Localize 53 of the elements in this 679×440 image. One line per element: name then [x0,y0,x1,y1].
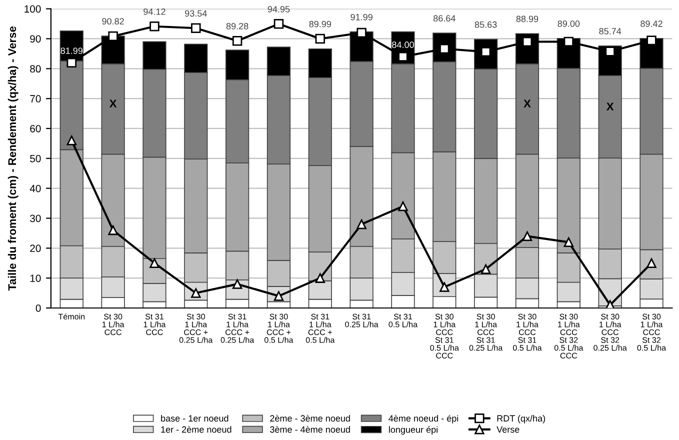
y-tick-label: 60 [30,124,41,132]
data-label: 89.42 [640,20,662,27]
y-tick-label: 30 [30,214,41,222]
legend-label: base - 1er noeud [161,414,228,422]
y-tick-label: 80 [30,65,41,73]
data-label: 94.95 [268,6,290,12]
data-label: 90.82 [102,18,124,25]
y-tick-label: 20 [30,244,41,252]
legend-label: 3ème - 4ème noeud [270,426,350,433]
data-label: 89.00 [558,20,580,27]
y-tick-label: 70 [30,95,41,102]
x-tick-label: St 30 1 L/ha CCC St 32 0.5 L/ha CCC [554,314,584,358]
x-tick-label: Témoin [58,313,85,320]
x-tick-label: St 31 1 L/ha CCC + 0.25 L/ha [220,314,254,343]
legend-label: longueur épi [389,426,438,435]
y-axis-title: Taille du froment (cm) - Rendement (qx/ha) - Verse [8,26,18,291]
y-tick-label: 100 [24,5,41,13]
x-tick-label: St 31 0.25 L/ha [345,314,378,328]
legend-label: 2ème - 3ème noeud [270,414,350,422]
annotation: X [524,100,531,108]
data-label: 89.99 [309,20,332,28]
data-label: 93.54 [185,10,207,17]
x-tick-label: St 31 0.5 L/ha [388,314,418,328]
x-tick-label: St 30 1 L/ha CCC + 0.5 L/ha [264,314,294,343]
data-label: 81.99 [60,48,83,54]
y-tick-label: 90 [30,35,41,43]
data-label: 88.99 [516,16,538,22]
data-label: 94.12 [144,8,166,15]
y-tick-label: 40 [30,184,41,192]
x-tick-label: St 30 1 L/ha CCC [102,314,124,336]
y-tick-label: 10 [30,274,41,282]
y-tick-label: 50 [30,154,41,162]
legend-label: RDT (qx/ha) [497,414,546,424]
x-tick-label: St 30 1 L/ha CCC St 31 0.5 L/ha [513,314,542,351]
x-tick-label: St 30 1 L/ha CCC St 31 0.25 L/ha [469,314,503,351]
x-tick-label: St 30 1 L/ha CCC St 32 0.25 L/ha [594,314,627,351]
x-tick-label: St 30 1 L/ha CCC St 32 0.5 L/ha [637,314,666,351]
x-tick-label: St 31 1 L/ha CCC + 0.5 L/ha [306,314,335,343]
legend-label: 4ème noeud - épi [388,414,458,424]
data-label: 85.63 [474,21,497,28]
y-tick-label: 0 [36,304,41,312]
legend-label: 1er - 2ème noeud [161,426,232,433]
data-label: 84.00 [392,42,414,48]
x-tick-label: St 31 1 L/ha CCC [144,314,166,336]
data-label: 89.28 [226,22,248,30]
x-tick-label: St 30 1 L/ha CCC + 0.25 L/ha [179,314,213,343]
legend-label: Verse [496,426,520,433]
annotation: X [606,102,614,110]
data-label: 85.74 [599,28,622,34]
data-label: 86.64 [434,15,456,22]
data-label: 91.99 [350,14,372,20]
x-tick-label: St 30 1 L/ha CCC St 31 0.5 L/ha CCC [430,314,459,358]
annotation: X [109,100,117,108]
